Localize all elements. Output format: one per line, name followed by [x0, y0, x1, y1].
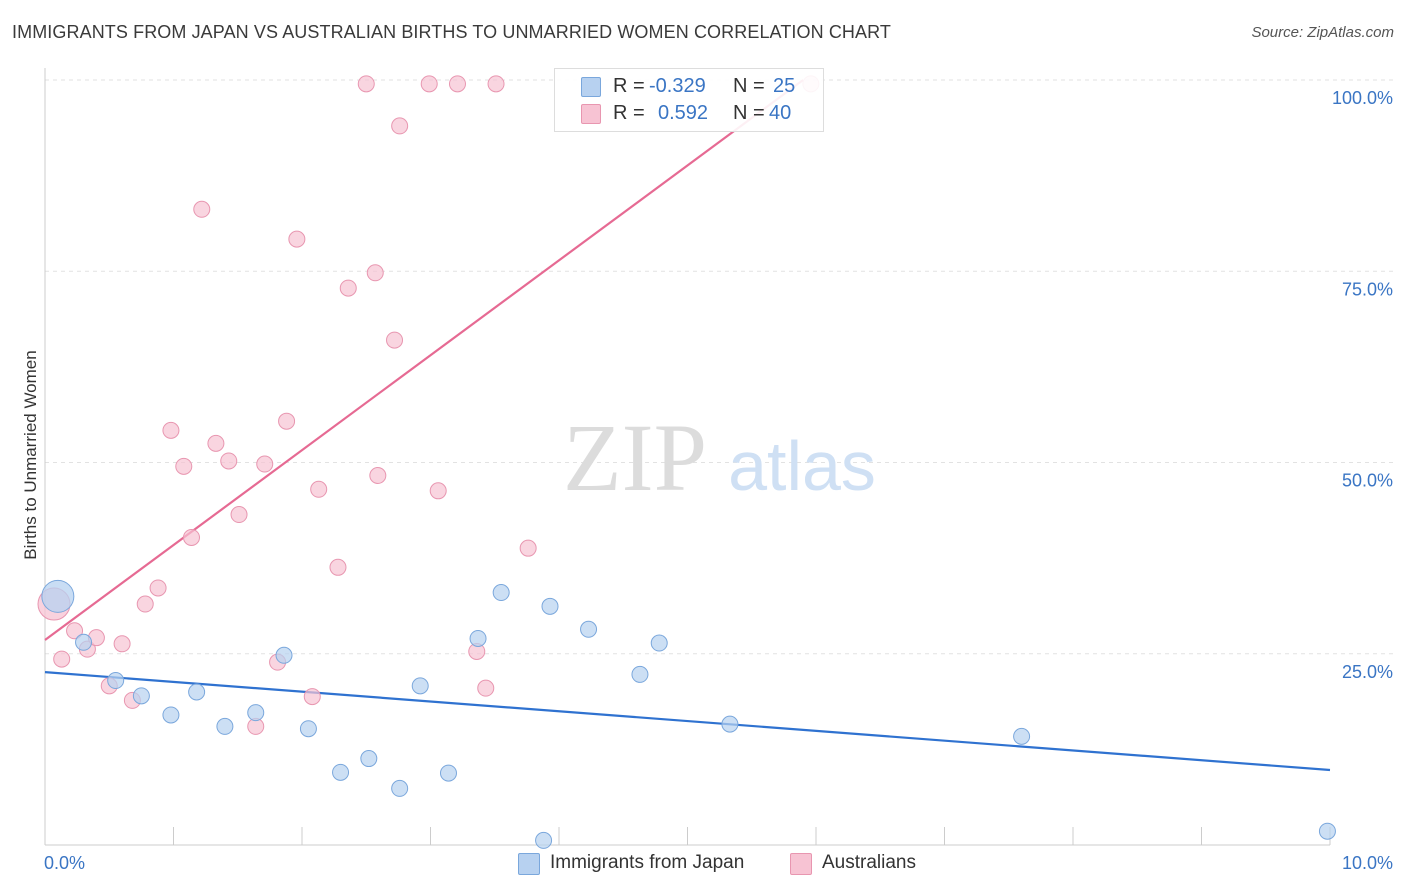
point-japan: [650, 634, 668, 652]
point-japan: [275, 646, 293, 664]
point-australians: [303, 688, 321, 706]
point-australians: [357, 75, 375, 93]
point-japan: [721, 715, 739, 733]
tick-labels: 25.0% 50.0% 75.0% 100.0% 0.0% 10.0%: [44, 88, 1393, 873]
point-australians: [193, 200, 211, 218]
point-australians: [220, 452, 238, 470]
point-australians: [207, 434, 225, 452]
point-australians: [519, 539, 537, 557]
legend-n-label: N =: [733, 102, 765, 124]
point-japan: [41, 579, 75, 613]
point-japan: [332, 763, 350, 781]
point-australians: [53, 650, 71, 668]
point-australians: [288, 230, 306, 248]
point-japan: [1013, 727, 1031, 745]
point-australians: [366, 264, 384, 282]
chart-title: IMMIGRANTS FROM JAPAN VS AUSTRALIAN BIRT…: [12, 22, 891, 42]
point-australians: [386, 331, 404, 349]
legend-n-value: 25: [773, 75, 796, 97]
series-name-japan: Immigrants from Japan: [550, 852, 745, 873]
point-japan: [216, 717, 234, 735]
point-australians: [429, 482, 447, 500]
watermark-zip: ZIP: [563, 404, 707, 511]
point-australians: [487, 75, 505, 93]
legend-r-value: 0.592: [658, 102, 709, 124]
point-japan: [492, 584, 510, 602]
watermark-atlas: atlas: [728, 427, 876, 505]
point-japan: [535, 831, 553, 849]
source-label: Source: ZipAtlas.com: [1251, 24, 1394, 41]
y-tick-label: 75.0%: [1342, 279, 1393, 299]
legend-r-value: -0.329: [649, 75, 706, 97]
point-japan: [541, 597, 559, 615]
legend-swatch-australians: [581, 104, 601, 124]
point-japan: [247, 704, 265, 722]
point-japan: [391, 779, 409, 797]
point-australians: [175, 457, 193, 475]
series-swatch-australians: [790, 853, 812, 875]
point-australians: [310, 480, 328, 498]
point-australians: [66, 622, 84, 640]
point-australians: [182, 528, 200, 546]
legend-r-label: R =: [613, 102, 645, 124]
trendline-australians: [44, 79, 804, 641]
point-japan: [411, 677, 429, 695]
y-tick-label: 50.0%: [1342, 471, 1393, 491]
series-name-australians: Australians: [822, 852, 916, 873]
point-japan: [132, 687, 150, 705]
legend-r-label: R =: [613, 75, 645, 97]
point-australians: [113, 635, 131, 653]
x-tick-label: 0.0%: [44, 853, 85, 873]
point-japan: [188, 683, 206, 701]
point-japan: [469, 629, 487, 647]
y-tick-label: 25.0%: [1342, 662, 1393, 682]
y-tick-label: 100.0%: [1332, 88, 1393, 108]
point-japan: [1318, 822, 1336, 840]
point-australians: [339, 279, 357, 297]
point-japan: [299, 720, 317, 738]
point-japan: [580, 620, 598, 638]
point-japan: [360, 750, 378, 768]
point-australians: [230, 506, 248, 524]
point-australians: [477, 679, 495, 697]
point-japan: [439, 764, 457, 782]
point-australians: [391, 117, 409, 135]
trendline-japan: [44, 671, 1331, 772]
axes: [44, 68, 1331, 846]
x-tick-label: 10.0%: [1342, 853, 1393, 873]
point-australians: [420, 75, 438, 93]
trendlines: [44, 79, 1331, 772]
point-australians: [278, 412, 296, 430]
legend-n-value: 40: [769, 102, 792, 124]
point-australians: [329, 558, 347, 576]
point-australians: [162, 421, 180, 439]
point-australians: [448, 75, 466, 93]
legend-n-label: N =: [733, 75, 765, 97]
point-australians: [136, 595, 154, 613]
point-australians: [256, 455, 274, 473]
series-swatch-japan: [518, 853, 540, 875]
point-australians: [369, 467, 387, 485]
point-japan: [631, 665, 649, 683]
point-japan: [107, 672, 125, 690]
point-japan: [75, 633, 93, 651]
point-australians: [149, 579, 167, 597]
watermark: ZIP atlas: [563, 404, 876, 511]
point-japan: [162, 706, 180, 724]
legend-swatch-japan: [581, 77, 601, 97]
correlation-legend: R = -0.329 N = 25 R = 0.592 N = 40: [554, 68, 824, 132]
gridlines: [45, 79, 1395, 655]
